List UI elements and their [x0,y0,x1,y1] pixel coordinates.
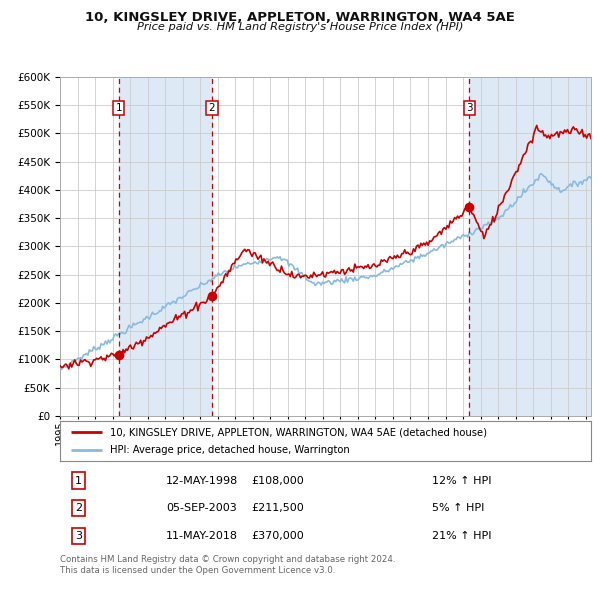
Text: 1: 1 [75,476,82,486]
Text: HPI: Average price, detached house, Warrington: HPI: Average price, detached house, Warr… [110,445,350,455]
Text: 1: 1 [116,103,122,113]
Text: £211,500: £211,500 [251,503,304,513]
Text: 2: 2 [75,503,82,513]
Text: 11-MAY-2018: 11-MAY-2018 [166,531,238,541]
Text: 3: 3 [466,103,473,113]
Text: £108,000: £108,000 [251,476,304,486]
Text: 12-MAY-1998: 12-MAY-1998 [166,476,238,486]
Text: 05-SEP-2003: 05-SEP-2003 [166,503,237,513]
Bar [469,77,591,416]
Text: 21% ↑ HPI: 21% ↑ HPI [432,531,491,541]
Text: 12% ↑ HPI: 12% ↑ HPI [432,476,491,486]
Text: £370,000: £370,000 [251,531,304,541]
Text: 10, KINGSLEY DRIVE, APPLETON, WARRINGTON, WA4 5AE (detached house): 10, KINGSLEY DRIVE, APPLETON, WARRINGTON… [110,428,487,438]
Text: 2: 2 [209,103,215,113]
Text: 10, KINGSLEY DRIVE, APPLETON, WARRINGTON, WA4 5AE: 10, KINGSLEY DRIVE, APPLETON, WARRINGTON… [85,11,515,24]
Text: Contains HM Land Registry data © Crown copyright and database right 2024.
This d: Contains HM Land Registry data © Crown c… [60,555,395,575]
Text: 5% ↑ HPI: 5% ↑ HPI [432,503,484,513]
Text: Price paid vs. HM Land Registry's House Price Index (HPI): Price paid vs. HM Land Registry's House … [137,22,463,32]
Bar [119,77,212,416]
Text: 3: 3 [75,531,82,541]
